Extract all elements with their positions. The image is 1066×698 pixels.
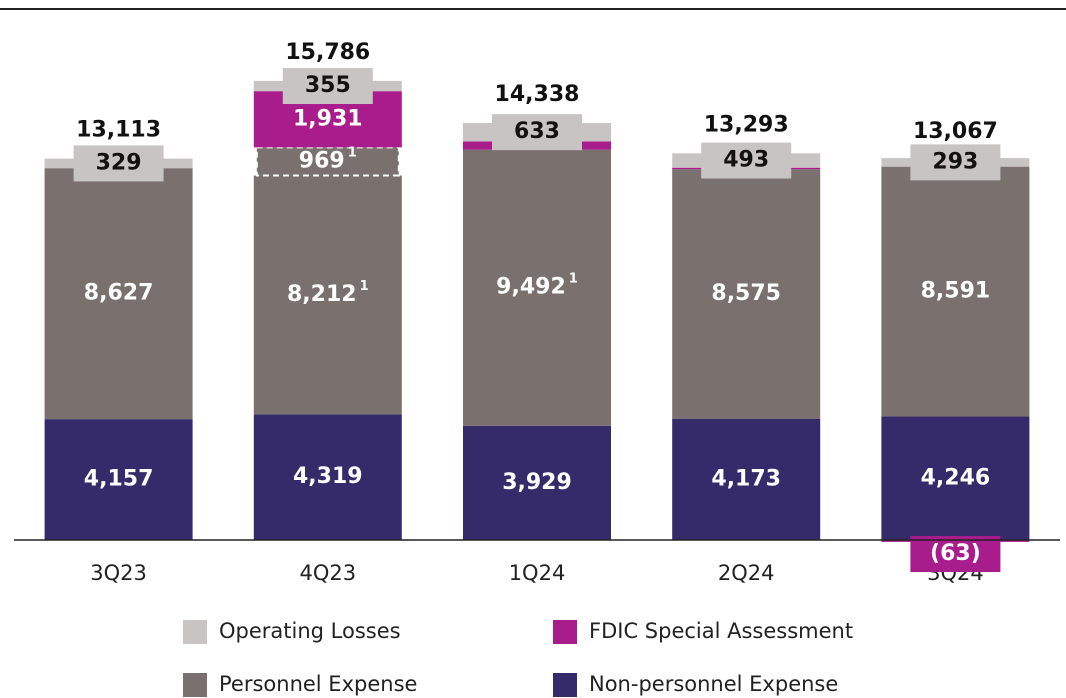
value-label: 8,212 1: [287, 278, 369, 307]
value-label-text: 4,173: [711, 466, 781, 491]
footnote-mark: 1: [569, 271, 578, 286]
bar-segment: [463, 149, 611, 426]
value-label-text: 1,931: [293, 106, 363, 131]
bar-segment: [44, 168, 193, 420]
bar-segment: [44, 419, 193, 541]
value-label: 633: [514, 119, 560, 144]
value-label-text: 8,212: [287, 282, 357, 307]
value-label: 4,246: [921, 465, 991, 490]
legend-swatch: [183, 673, 207, 697]
value-label: 1,931: [293, 106, 363, 131]
label-box: [73, 145, 164, 182]
value-label: 8,627: [84, 281, 154, 306]
value-label: 4,319: [293, 464, 363, 489]
bar-segment: [253, 414, 402, 541]
footnote-mark: 1: [360, 278, 369, 293]
value-label: 8,575: [711, 281, 781, 306]
footnote-mark: 1: [348, 145, 357, 160]
total-label: 15,786: [285, 40, 370, 65]
bar-segment: [253, 175, 402, 415]
value-label-text: 633: [514, 119, 560, 144]
x-tick-label: 2Q24: [718, 561, 775, 585]
value-label: 9,492 1: [496, 271, 578, 300]
total-label: 13,113: [76, 118, 161, 143]
x-tick-label: 1Q24: [509, 561, 566, 585]
value-label: 969 1: [299, 145, 357, 174]
label-box: [701, 142, 792, 179]
value-label: (63): [930, 541, 981, 566]
value-label-text: 493: [723, 148, 769, 173]
value-label-text: (63): [930, 541, 981, 566]
value-label-text: 8,591: [921, 279, 991, 304]
x-tick-label: 4Q23: [299, 561, 356, 585]
legend-label: Operating Losses: [219, 619, 401, 643]
value-label-text: 355: [305, 73, 351, 98]
label-box: [910, 536, 1001, 573]
value-label-text: 3,929: [502, 470, 572, 495]
bar-segment: [672, 418, 821, 541]
value-label-text: 293: [932, 149, 978, 174]
label-box: [282, 68, 373, 105]
bar-segment: [463, 425, 611, 541]
value-label: 4,173: [711, 466, 781, 491]
bar-segment: [881, 166, 1030, 417]
value-label-text: 329: [96, 150, 142, 175]
label-box: [492, 114, 582, 151]
total-label: 14,338: [495, 82, 580, 107]
value-label: 8,591: [921, 279, 991, 304]
legend-swatch: [183, 620, 207, 644]
legend-label: FDIC Special Assessment: [589, 619, 853, 643]
legend-label: Personnel Expense: [219, 672, 417, 696]
total-label: 13,293: [704, 112, 789, 137]
value-label-text: 8,627: [84, 281, 154, 306]
label-box: [910, 144, 1001, 181]
value-label-text: 4,157: [84, 467, 154, 492]
bar-segment: [881, 416, 1030, 541]
legend-swatch: [553, 673, 577, 697]
value-label: 355: [305, 73, 351, 98]
value-label: 4,157: [84, 467, 154, 492]
value-label: 329: [96, 150, 142, 175]
total-label: 13,067: [913, 119, 998, 144]
value-label-text: 9,492: [496, 275, 566, 300]
legend-swatch: [553, 620, 577, 644]
value-label: 493: [723, 148, 769, 173]
value-label-text: 4,319: [293, 464, 363, 489]
value-label: 3,929: [502, 470, 572, 495]
value-label: 293: [932, 149, 978, 174]
bar-segment: [672, 169, 821, 419]
value-label-text: 969: [299, 148, 345, 173]
value-label-text: 4,246: [921, 465, 991, 490]
legend-label: Non-personnel Expense: [589, 672, 838, 696]
x-tick-label: 3Q23: [90, 561, 147, 585]
value-label-text: 8,575: [711, 281, 781, 306]
